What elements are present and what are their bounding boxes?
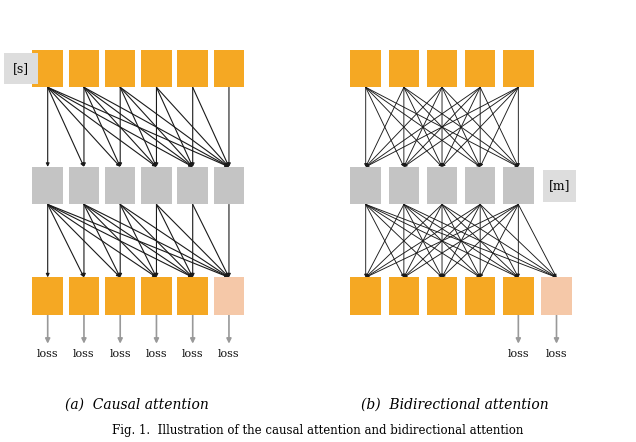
FancyBboxPatch shape [32,167,63,204]
FancyBboxPatch shape [141,278,172,315]
FancyBboxPatch shape [427,167,457,204]
FancyBboxPatch shape [350,278,381,315]
Text: loss: loss [182,349,204,359]
FancyBboxPatch shape [541,278,572,315]
Text: loss: loss [109,349,131,359]
FancyBboxPatch shape [105,50,135,88]
FancyBboxPatch shape [69,50,99,88]
FancyBboxPatch shape [141,50,172,88]
Text: [m]: [m] [549,179,570,192]
FancyBboxPatch shape [465,278,495,315]
FancyBboxPatch shape [543,170,576,202]
Text: loss: loss [546,349,567,359]
FancyBboxPatch shape [141,167,172,204]
Text: (a)  Causal attention: (a) Causal attention [65,397,209,412]
FancyBboxPatch shape [214,167,244,204]
FancyBboxPatch shape [177,50,208,88]
FancyBboxPatch shape [32,50,63,88]
FancyBboxPatch shape [350,167,381,204]
FancyBboxPatch shape [389,50,419,88]
Text: loss: loss [37,349,59,359]
FancyBboxPatch shape [427,50,457,88]
FancyBboxPatch shape [105,278,135,315]
FancyBboxPatch shape [32,278,63,315]
FancyBboxPatch shape [177,278,208,315]
FancyBboxPatch shape [69,167,99,204]
FancyBboxPatch shape [350,50,381,88]
FancyBboxPatch shape [69,278,99,315]
FancyBboxPatch shape [427,278,457,315]
Text: [s]: [s] [13,62,29,75]
Text: Fig. 1.  Illustration of the causal attention and bidirectional attention: Fig. 1. Illustration of the causal atten… [113,424,523,438]
Text: loss: loss [508,349,529,359]
Text: loss: loss [146,349,167,359]
FancyBboxPatch shape [465,167,495,204]
FancyBboxPatch shape [214,50,244,88]
FancyBboxPatch shape [465,50,495,88]
FancyBboxPatch shape [389,278,419,315]
FancyBboxPatch shape [4,53,38,84]
Text: (b)  Bidirectional attention: (b) Bidirectional attention [361,397,549,412]
FancyBboxPatch shape [389,167,419,204]
FancyBboxPatch shape [214,278,244,315]
Text: loss: loss [218,349,240,359]
FancyBboxPatch shape [177,167,208,204]
FancyBboxPatch shape [503,167,534,204]
FancyBboxPatch shape [105,167,135,204]
FancyBboxPatch shape [503,50,534,88]
Text: loss: loss [73,349,95,359]
FancyBboxPatch shape [503,278,534,315]
